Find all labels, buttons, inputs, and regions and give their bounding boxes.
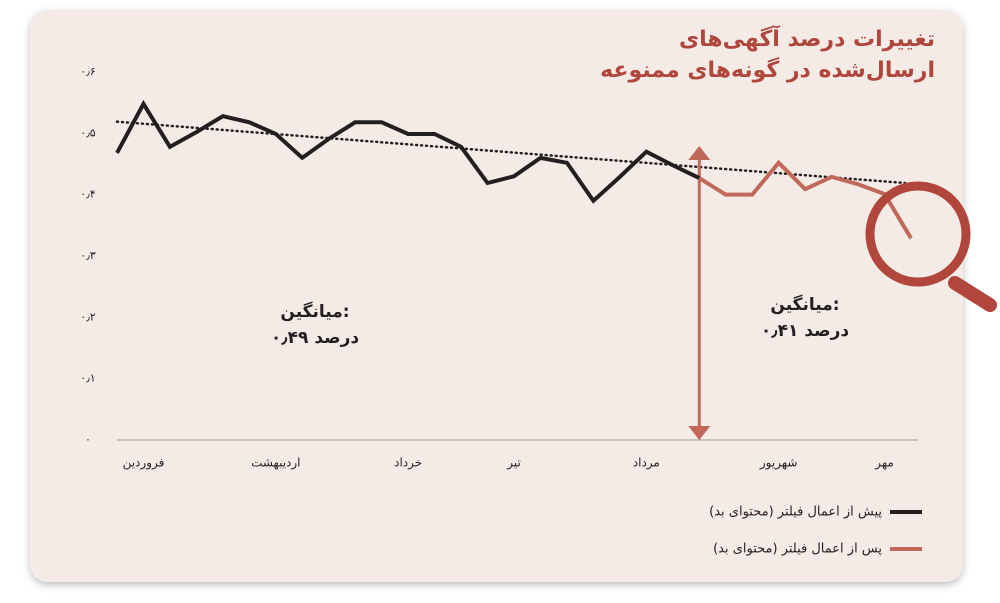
y-tick-label: ۰٫۴	[80, 188, 95, 201]
y-tick-label: ۰٫۵	[80, 126, 95, 139]
y-tick-label: ۰٫۶	[80, 65, 95, 78]
plot: تغییرات درصد آگهی‌های ارسال‌شده در گونه‌ه…	[80, 24, 935, 557]
y-tick-label: ۰٫۳	[80, 249, 95, 262]
card	[30, 10, 963, 582]
legend-label: پس از اعمال فیلتر (محتوای بد)	[713, 542, 882, 557]
annotation: میانگین:	[280, 301, 349, 322]
trend-line	[115, 120, 907, 185]
magnifier-handle	[948, 276, 997, 312]
x-tick-label: فروردین	[123, 456, 165, 471]
legend-label: پیش از اعمال فیلتر (محتوای بد)	[709, 505, 882, 520]
x-tick-label: مرداد	[633, 456, 660, 471]
x-tick-label: مهر	[874, 456, 894, 471]
chart-title: ارسال‌شده در گونه‌های ممنوعه	[600, 56, 935, 83]
series-line	[115, 99, 701, 204]
x-tick-label: شهریور	[759, 456, 798, 471]
y-tick-label: ۰٫۱	[80, 372, 95, 385]
x-tick-label: تیر	[506, 456, 521, 471]
annotation: ۰٫۴۹ درصد	[271, 328, 359, 348]
y-tick-label: ۰٫۲	[80, 310, 95, 323]
magnifier-icon	[865, 181, 997, 312]
x-tick-label: اردیبهشت	[251, 456, 300, 471]
arrow-head	[688, 146, 711, 160]
arrow-head	[688, 426, 711, 440]
y-tick-label: ۰	[85, 433, 91, 446]
annotation: میانگین:	[770, 294, 839, 315]
magnifier-ring	[865, 181, 971, 287]
x-tick-label: خرداد	[394, 456, 422, 471]
chart-title: تغییرات درصد آگهی‌های	[679, 24, 935, 52]
series-line	[698, 159, 913, 240]
annotation: ۰٫۴۱ درصد	[761, 321, 849, 341]
